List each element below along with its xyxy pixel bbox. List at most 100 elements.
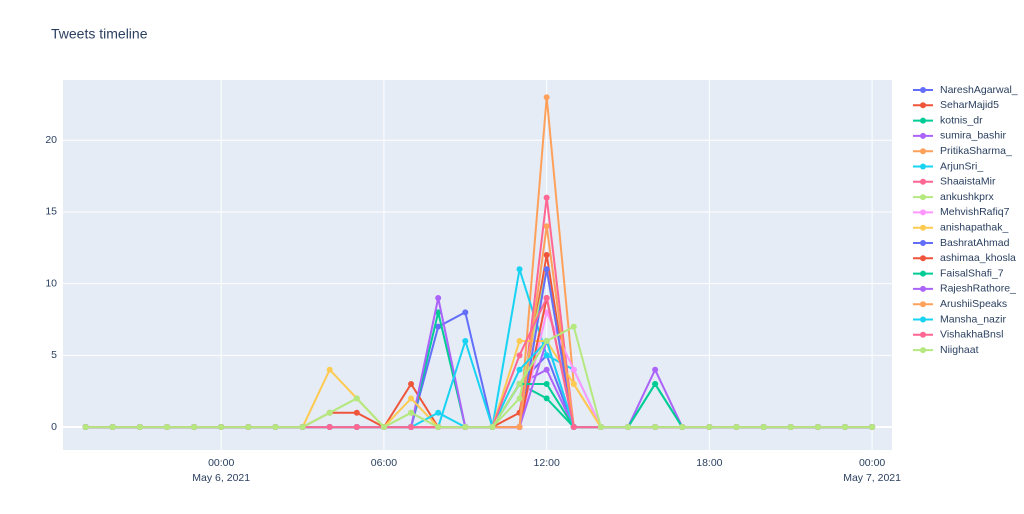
point — [326, 366, 333, 373]
point — [462, 309, 469, 316]
point — [462, 424, 469, 431]
point — [435, 424, 442, 431]
point — [516, 352, 523, 359]
point — [408, 424, 415, 431]
legend-marker — [920, 301, 926, 308]
point — [869, 424, 876, 431]
point — [353, 395, 360, 402]
point — [353, 409, 360, 416]
series-layer — [82, 94, 876, 431]
legend-marker — [920, 87, 926, 93]
legend-marker — [920, 117, 926, 124]
legend-marker — [920, 163, 926, 170]
point — [435, 294, 442, 301]
point — [435, 409, 442, 416]
point — [625, 424, 632, 431]
legend-label: Niighaat — [940, 344, 979, 356]
x-tick-label: 18:00 — [696, 457, 722, 469]
x-tick-label: 06:00 — [371, 457, 397, 469]
plot-area — [63, 80, 892, 450]
point — [109, 424, 116, 431]
point — [543, 352, 550, 359]
legend-label: ArjunSri_ — [940, 160, 983, 172]
point — [543, 266, 550, 273]
point — [516, 366, 523, 373]
point — [570, 424, 577, 431]
point — [570, 323, 577, 330]
point — [82, 424, 89, 431]
point — [543, 395, 550, 402]
y-tick-label: 5 — [51, 349, 57, 361]
point — [516, 338, 523, 345]
point — [326, 409, 333, 416]
point — [516, 266, 523, 273]
legend-marker — [920, 209, 926, 216]
point — [191, 424, 198, 431]
x-tick-label: 12:00 — [534, 457, 560, 469]
legend-label: VishakhaBnsl — [940, 329, 1003, 341]
point — [516, 395, 523, 402]
legend-label: Mansha_nazir — [940, 313, 1006, 325]
legend-marker — [920, 347, 926, 354]
point — [353, 424, 360, 431]
legend-label: MehvishRafiq7 — [940, 206, 1010, 218]
point — [814, 424, 821, 431]
point — [679, 424, 686, 431]
point — [543, 381, 550, 388]
point — [489, 424, 496, 431]
legend-marker — [920, 102, 926, 109]
legend-marker — [920, 285, 926, 292]
point — [462, 338, 469, 345]
legend-marker — [920, 316, 926, 323]
point — [380, 424, 387, 431]
point — [163, 424, 170, 431]
point — [272, 424, 279, 431]
point — [760, 424, 767, 431]
point — [299, 424, 306, 431]
point — [435, 309, 442, 316]
legend-label: sumira_bashir — [940, 130, 1006, 142]
point — [706, 424, 713, 431]
point — [136, 424, 143, 431]
point — [218, 424, 225, 431]
legend-marker — [920, 148, 926, 155]
legend-marker — [920, 178, 926, 185]
point — [787, 424, 794, 431]
point — [841, 424, 848, 431]
point — [652, 381, 659, 388]
point — [543, 294, 550, 301]
point — [543, 194, 550, 201]
legend-marker — [920, 255, 926, 262]
point — [543, 366, 550, 373]
y-tick-label: 10 — [45, 277, 57, 289]
legend-label: ashimaa_khosla — [940, 252, 1016, 264]
point — [435, 323, 442, 330]
legend-label: anishapathak_ — [940, 221, 1008, 233]
legend-marker — [920, 331, 926, 338]
legend-label: ShaaistaMir — [940, 176, 996, 188]
point — [543, 223, 550, 230]
point — [652, 366, 659, 373]
legend-marker — [920, 240, 926, 246]
chart-title: Tweets timeline — [51, 26, 148, 42]
point — [570, 366, 577, 373]
point — [543, 94, 550, 101]
legend-label: kotnis_dr — [940, 114, 983, 126]
point — [597, 424, 604, 431]
point — [408, 395, 415, 402]
legend-marker — [920, 270, 926, 277]
point — [652, 424, 659, 431]
legend-label: SeharMajid5 — [940, 99, 999, 111]
point — [326, 424, 333, 431]
point — [516, 381, 523, 388]
legend-label: PritikaSharma_ — [940, 145, 1012, 157]
point — [543, 251, 550, 258]
legend-label: FaisalShafi_7 — [940, 267, 1004, 279]
point — [245, 424, 252, 431]
y-tick-label: 15 — [45, 206, 57, 218]
legend-marker — [920, 194, 926, 201]
point — [733, 424, 740, 431]
legend-marker — [920, 132, 926, 139]
point — [516, 424, 523, 431]
